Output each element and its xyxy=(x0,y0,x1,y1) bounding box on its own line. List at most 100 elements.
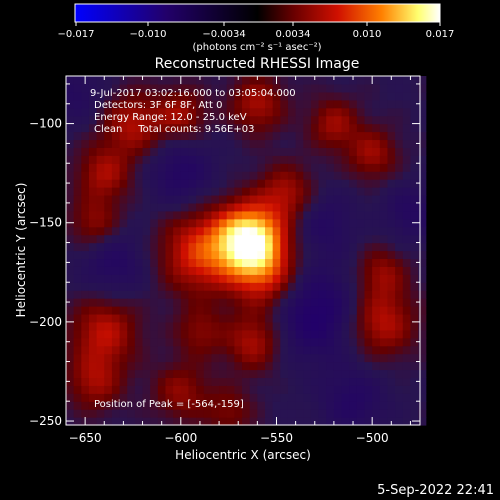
heatmap-cell xyxy=(134,345,144,355)
heatmap-cell xyxy=(234,83,243,93)
heatmap-cell xyxy=(173,329,182,339)
heatmap-cell xyxy=(203,401,213,410)
heatmap-cell xyxy=(402,385,412,394)
heatmap-cell xyxy=(234,306,243,315)
heatmap-cell xyxy=(66,234,75,244)
heatmap-cell xyxy=(134,417,144,426)
heatmap-cell xyxy=(356,155,366,164)
heatmap-cell xyxy=(96,337,105,347)
heatmap-cell xyxy=(219,306,228,315)
heatmap-cell xyxy=(249,385,258,394)
heatmap-cell xyxy=(226,242,235,252)
heatmap-cell xyxy=(341,234,350,244)
heatmap-cell xyxy=(295,171,304,180)
heatmap-cell xyxy=(395,250,404,260)
heatmap-cell xyxy=(249,377,258,386)
heatmap-cell xyxy=(150,91,159,101)
heatmap-cell xyxy=(180,337,190,347)
heatmap-cell xyxy=(127,313,136,323)
heatmap-cell xyxy=(379,76,389,85)
heatmap-cell xyxy=(142,393,151,402)
heatmap-cell xyxy=(134,409,144,418)
heatmap-cell xyxy=(142,385,151,394)
heatmap-cell xyxy=(402,155,412,164)
heatmap-cell xyxy=(180,385,190,394)
heatmap-cell xyxy=(349,210,358,220)
heatmap-cell xyxy=(303,107,312,117)
heatmap-cell xyxy=(349,369,358,379)
heatmap-cell xyxy=(127,266,136,275)
heatmap-cell xyxy=(234,187,243,196)
heatmap-cell xyxy=(318,210,327,220)
heatmap-cell xyxy=(142,83,151,93)
heatmap-cell xyxy=(242,123,251,133)
heatmap-cell xyxy=(165,250,174,260)
heatmap-cell xyxy=(272,123,281,133)
heatmap-cell xyxy=(265,298,274,307)
heatmap-cell xyxy=(395,171,404,180)
heatmap-cell xyxy=(119,163,128,172)
heatmap-cell xyxy=(203,91,213,101)
heatmap-cell xyxy=(234,266,243,275)
heatmap-cell xyxy=(303,313,312,323)
heatmap-cell xyxy=(96,377,105,386)
heatmap-cell xyxy=(249,139,258,148)
heatmap-cell xyxy=(326,353,335,363)
heatmap-cell xyxy=(196,369,205,379)
heatmap-cell xyxy=(356,409,366,418)
heatmap-cell xyxy=(173,202,182,212)
heatmap-cell xyxy=(364,258,373,267)
heatmap-cell xyxy=(188,353,197,363)
heatmap-cell xyxy=(349,91,358,101)
heatmap-cell xyxy=(242,393,251,402)
heatmap-cell xyxy=(356,210,366,220)
heatmap-cell xyxy=(318,83,327,93)
heatmap-cell xyxy=(88,361,98,371)
heatmap-cell xyxy=(287,282,297,291)
heatmap-cell xyxy=(402,171,412,180)
heatmap-cell xyxy=(402,147,412,156)
heatmap-cell xyxy=(310,321,320,331)
heatmap-cell xyxy=(356,274,366,283)
heatmap-cell xyxy=(265,218,274,228)
heatmap-cell xyxy=(364,242,373,252)
heatmap-cell xyxy=(257,155,266,164)
heatmap-cell xyxy=(349,179,358,188)
heatmap-cell xyxy=(173,91,182,101)
heatmap-cell xyxy=(157,282,167,291)
heatmap-cell xyxy=(203,171,213,180)
heatmap-cell xyxy=(134,155,144,164)
heatmap-cell xyxy=(333,290,343,299)
heatmap-cell xyxy=(318,194,327,204)
heatmap-cell xyxy=(303,76,312,85)
heatmap-cell xyxy=(150,258,159,267)
heatmap-cell xyxy=(196,282,205,291)
heatmap-cell xyxy=(395,329,404,339)
heatmap-cell xyxy=(364,171,373,180)
heatmap-cell xyxy=(341,194,350,204)
heatmap-cell xyxy=(165,99,174,109)
heatmap-cell xyxy=(379,123,389,133)
heatmap-cell xyxy=(372,377,381,386)
heatmap-cell xyxy=(387,306,396,315)
heatmap-cell xyxy=(234,250,243,260)
heatmap-cell xyxy=(257,179,266,188)
heatmap-cell xyxy=(81,409,90,418)
heatmap-cell xyxy=(418,194,427,204)
heatmap-cell xyxy=(387,147,396,156)
heatmap-cell xyxy=(104,76,113,85)
heatmap-cell xyxy=(234,218,243,228)
heatmap-cell xyxy=(333,83,343,93)
heatmap-cell xyxy=(303,321,312,331)
heatmap-cell xyxy=(196,361,205,371)
heatmap-cell xyxy=(119,210,128,220)
heatmap-cell xyxy=(96,321,105,331)
heatmap-cell xyxy=(127,210,136,220)
heatmap-cell xyxy=(119,242,128,252)
heatmap-cell xyxy=(196,155,205,164)
heatmap-cell xyxy=(165,163,174,172)
heatmap-cell xyxy=(402,409,412,418)
heatmap-cell xyxy=(303,218,312,228)
heatmap-cell xyxy=(402,83,412,93)
heatmap-cell xyxy=(96,409,105,418)
